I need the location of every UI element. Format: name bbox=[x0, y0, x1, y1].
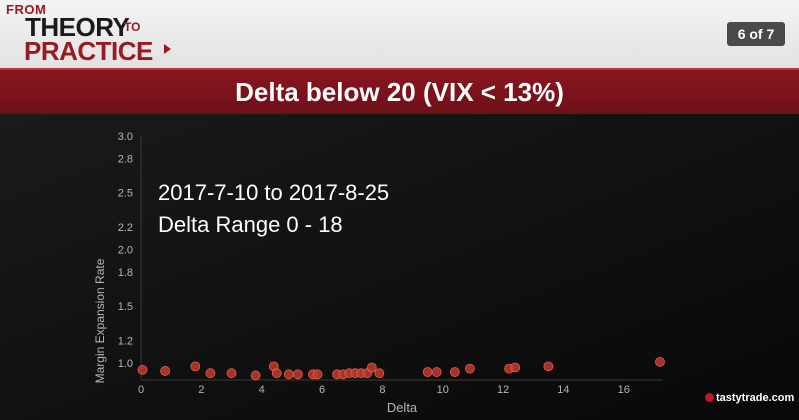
scatter-chart: 0 2 4 6 8 10 12 14 16 1.0 1.2 1.5 1.8 2.0 2.2 2.5 2.8 3.0… bbox=[0, 114, 799, 420]
data-point bbox=[312, 369, 323, 380]
logo-theory: THEORY bbox=[25, 12, 130, 42]
y-tick-label: 2.5 bbox=[118, 188, 133, 200]
data-point bbox=[190, 361, 201, 372]
play-arrow-icon bbox=[164, 44, 171, 54]
page-indicator: 6 of 7 bbox=[727, 22, 785, 46]
date-range-text: 2017-7-10 to 2017-8-25 bbox=[158, 180, 390, 205]
data-point bbox=[271, 368, 282, 379]
header: FROM THEORY TO PRACTICE 6 of 7 bbox=[0, 0, 799, 68]
title-bar: Delta below 20 (VIX < 13%) bbox=[0, 68, 799, 114]
logo-from: FROM bbox=[6, 2, 47, 17]
data-point bbox=[655, 356, 665, 367]
data-point bbox=[137, 364, 148, 375]
y-tick-label: 1.5 bbox=[118, 301, 133, 313]
data-point bbox=[283, 369, 294, 380]
x-tick-label: 2 bbox=[198, 384, 204, 396]
x-tick-label: 16 bbox=[618, 384, 630, 396]
logo-practice: PRACTICE bbox=[24, 36, 153, 66]
x-tick-label: 0 bbox=[138, 384, 144, 396]
y-tick-label: 1.0 bbox=[118, 358, 133, 370]
data-point bbox=[543, 361, 554, 372]
data-point bbox=[293, 369, 303, 380]
data-point bbox=[366, 362, 377, 373]
data-point bbox=[464, 363, 475, 374]
axes: 0 2 4 6 8 10 12 14 16 1.0 1.2 1.5 1.8 2.0 2.2 2.5 2.8 3.0 bbox=[118, 131, 663, 396]
data-point bbox=[374, 368, 385, 379]
x-tick-label: 10 bbox=[437, 384, 449, 396]
data-point bbox=[431, 367, 442, 377]
x-tick-label: 6 bbox=[319, 384, 325, 396]
y-tick-label: 3.0 bbox=[118, 131, 133, 143]
y-axis-label: Margin Expansion Rate bbox=[93, 258, 107, 383]
data-point bbox=[226, 368, 237, 379]
delta-range-text: Delta Range 0 - 18 bbox=[158, 212, 343, 237]
data-point bbox=[160, 366, 171, 376]
x-tick-label: 4 bbox=[259, 384, 265, 396]
x-axis-label: Delta bbox=[387, 400, 418, 415]
y-tick-label: 1.8 bbox=[118, 267, 133, 279]
y-tick-label: 1.2 bbox=[118, 335, 133, 347]
y-tick-label: 2.2 bbox=[118, 222, 133, 234]
data-point bbox=[422, 367, 433, 377]
y-tick-label: 2.0 bbox=[118, 244, 133, 256]
x-tick-label: 12 bbox=[497, 384, 509, 396]
cherry-icon bbox=[705, 393, 714, 402]
logo-to: TO bbox=[124, 20, 141, 34]
data-point bbox=[449, 367, 460, 377]
data-point bbox=[205, 368, 216, 379]
data-point bbox=[250, 370, 261, 381]
y-tick-label: 2.8 bbox=[118, 154, 133, 166]
slide-title: Delta below 20 (VIX < 13%) bbox=[235, 77, 564, 107]
data-point bbox=[510, 362, 521, 373]
brand-watermark: tastytrade.com bbox=[716, 392, 795, 404]
show-logo: FROM THEORY TO PRACTICE bbox=[6, 0, 176, 66]
x-tick-label: 8 bbox=[379, 384, 385, 396]
data-points bbox=[137, 356, 665, 381]
x-tick-label: 14 bbox=[557, 384, 569, 396]
